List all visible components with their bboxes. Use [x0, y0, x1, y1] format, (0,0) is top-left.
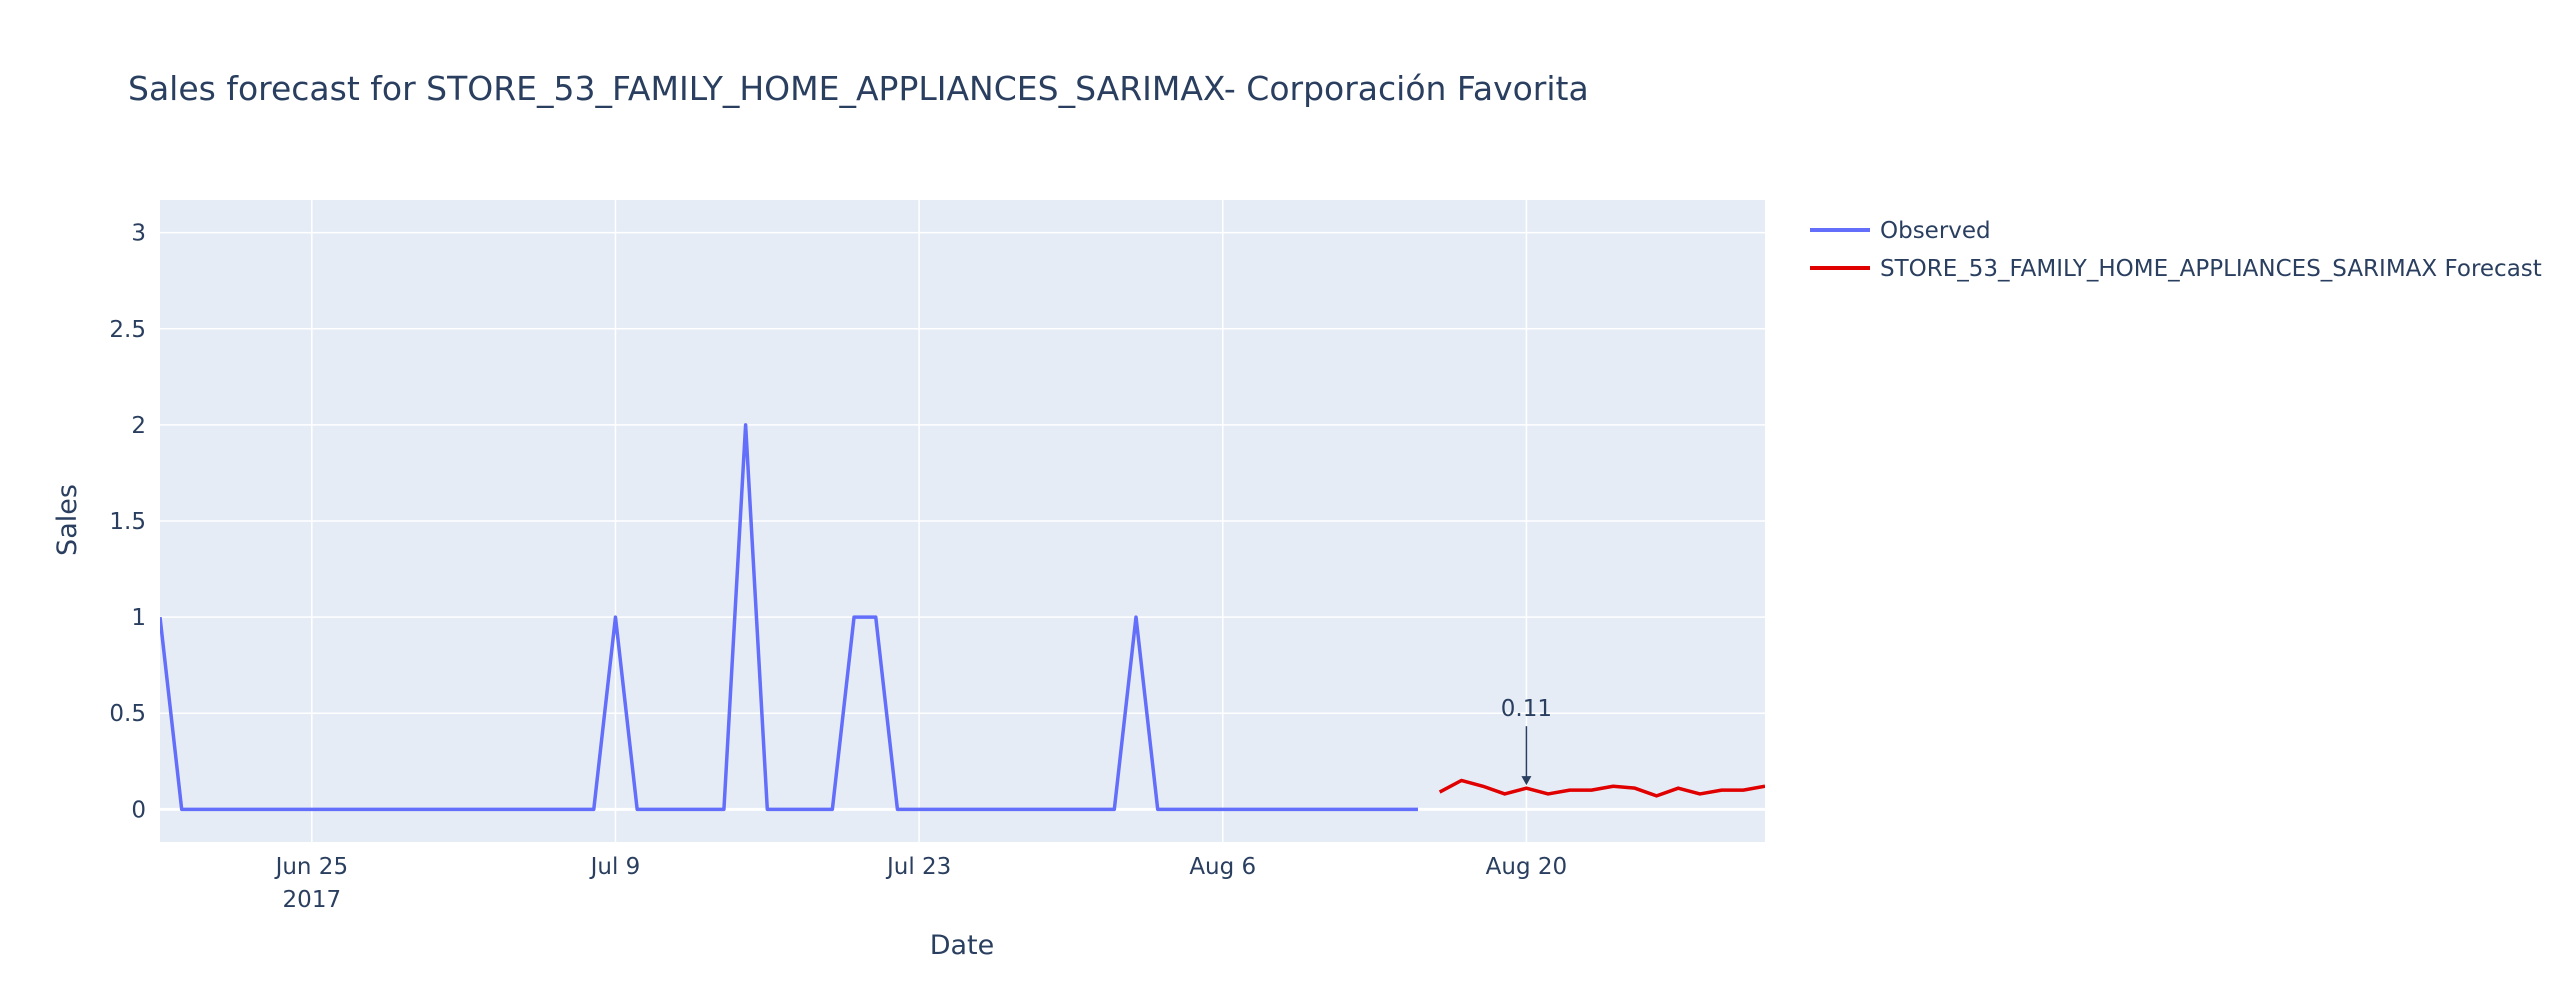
y-tick-label: 2.5	[109, 317, 146, 343]
y-tick-label: 0	[131, 797, 146, 823]
x-tick-label: Aug 20	[1486, 854, 1568, 880]
legend-item[interactable]: STORE_53_FAMILY_HOME_APPLIANCES_SARIMAX …	[1810, 256, 2542, 282]
annotation-layer: 0.11	[1501, 696, 1552, 786]
legend-label: STORE_53_FAMILY_HOME_APPLIANCES_SARIMAX …	[1880, 256, 2542, 282]
y-tick-label: 1.5	[109, 509, 146, 535]
chart-title: Sales forecast for STORE_53_FAMILY_HOME_…	[128, 69, 1589, 108]
x-tick-sublabel: 2017	[283, 887, 342, 913]
annotation-arrowhead	[1521, 776, 1532, 786]
y-axis-title: Sales	[52, 484, 83, 556]
x-axis-title: Date	[930, 930, 995, 961]
forecast-line	[1438, 778, 1765, 798]
x-tick-label: Jul 9	[589, 854, 641, 880]
series-layer	[160, 423, 1765, 812]
observed-line	[160, 423, 1418, 812]
legend[interactable]: Observed STORE_53_FAMILY_HOME_APPLIANCES_…	[1810, 218, 2542, 282]
y-tick-label: 1	[131, 605, 146, 631]
x-tick-label: Jul 23	[885, 854, 951, 880]
legend-label: Observed	[1880, 218, 1991, 244]
y-tick-label: 0.5	[109, 701, 146, 727]
x-tick-label: Jun 25	[274, 854, 349, 880]
y-axis-ticks: 0 0.5 1 1.5 2 2.5 3	[109, 221, 146, 824]
x-axis-ticks: Jun 25 2017 Jul 9 Jul 23 Aug 6 Aug 20	[274, 854, 1568, 913]
y-tick-label: 2	[131, 413, 146, 439]
y-tick-label: 3	[131, 221, 146, 247]
x-tick-label: Aug 6	[1189, 854, 1256, 880]
annotation-label: 0.11	[1501, 696, 1552, 722]
legend-item[interactable]: Observed	[1810, 218, 1991, 244]
